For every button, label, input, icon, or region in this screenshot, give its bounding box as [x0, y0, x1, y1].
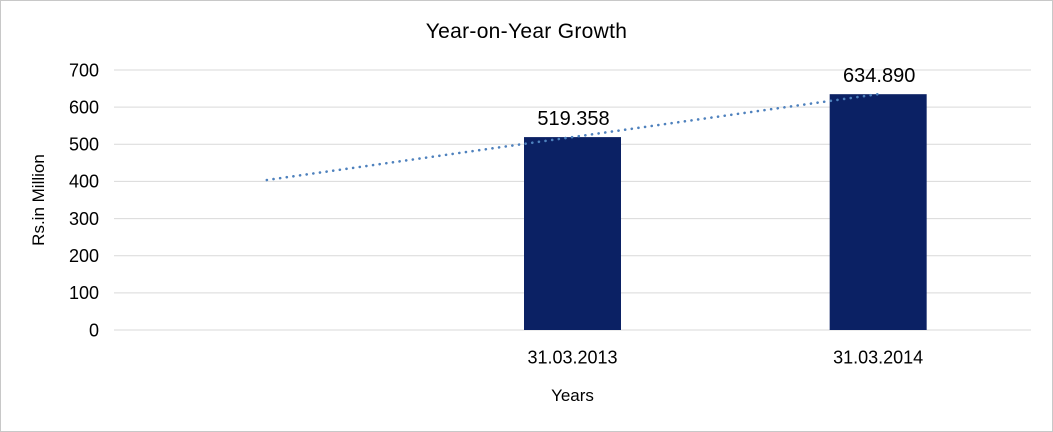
y-tick-label: 600: [69, 97, 99, 117]
data-label: 634.890: [843, 65, 915, 87]
x-category-label: 31.03.2013: [527, 347, 617, 367]
x-category-label: 31.03.2014: [833, 347, 923, 367]
y-axis-title: Rs.in Million: [29, 154, 48, 246]
y-tick-label: 100: [69, 283, 99, 303]
y-tick-label: 700: [69, 60, 99, 80]
bar-31.03.2014: [829, 94, 927, 330]
x-axis-title: Years: [551, 386, 594, 405]
y-tick-label: 500: [69, 135, 99, 155]
data-label: 519.358: [537, 108, 609, 130]
trendline: [265, 92, 880, 182]
y-tick-label: 200: [69, 246, 99, 266]
y-tick-label: 0: [89, 320, 99, 340]
y-tick-label: 400: [69, 172, 99, 192]
chart-title: Year-on-Year Growth: [425, 20, 628, 43]
bar-31.03.2013: [524, 137, 621, 330]
y-tick-label: 300: [69, 209, 99, 229]
